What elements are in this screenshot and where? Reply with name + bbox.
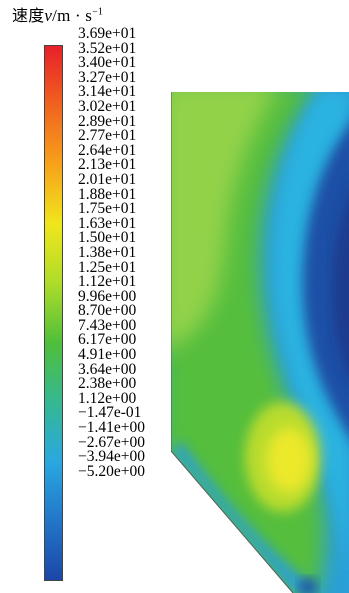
contour-light-green-region	[171, 92, 281, 352]
velocity-colorbar	[44, 45, 63, 581]
colorbar-tick-label: 1.75e+01	[78, 200, 137, 218]
contour-deep-blue-core	[332, 162, 349, 402]
colorbar-tick-label: 3.40e+01	[78, 54, 137, 72]
colorbar-tick-label: 3.02e+01	[78, 97, 137, 115]
colorbar-tick-label: −5.20e+00	[78, 462, 145, 480]
contour-outlet-blue-jet	[299, 578, 317, 593]
colorbar-tick-label: −2.67e+00	[78, 433, 145, 451]
colorbar-tick-label: 1.63e+01	[78, 214, 137, 232]
colorbar-tick-label: 2.77e+01	[78, 127, 137, 145]
colorbar-tick-label: 1.38e+01	[78, 243, 137, 261]
legend-title-unit: /m · s	[52, 6, 93, 25]
colorbar-tick-label: 4.91e+00	[78, 346, 137, 364]
legend-title-chinese: 速度	[12, 6, 45, 25]
colorbar-tick-label: 1.12e+01	[78, 273, 137, 291]
colorbar-tick-label: 2.13e+01	[78, 156, 137, 174]
colorbar-tick-label: 1.50e+01	[78, 229, 137, 247]
colorbar-tick-label: 7.43e+00	[78, 316, 137, 334]
colorbar-tick-label: 1.25e+01	[78, 258, 137, 276]
contour-yellow-hotspot	[267, 428, 311, 492]
colorbar-tick-label: 1.12e+00	[78, 389, 137, 407]
colorbar-tick-label: 3.64e+00	[78, 360, 137, 378]
colorbar-tick-label: 3.14e+01	[78, 83, 137, 101]
colorbar-tick-label: 8.70e+00	[78, 302, 137, 320]
velocity-contour-plot	[171, 92, 349, 593]
legend-title-symbol: v	[44, 6, 53, 25]
colorbar-tick-label: 2.38e+00	[78, 375, 137, 393]
colorbar-tick-label: −3.94e+00	[78, 448, 145, 466]
colorbar-tick-label: 6.17e+00	[78, 331, 137, 349]
colorbar-tick-labels: 3.69e+01 3.52e+01 3.40e+01 3.27e+01 3.14e+01…	[78, 25, 145, 480]
colorbar-tick-label: 3.69e+01	[78, 25, 137, 42]
colorbar-tick-label: 9.96e+00	[78, 287, 137, 305]
colorbar-tick-label: −1.41e+00	[78, 419, 145, 437]
contour-field	[171, 92, 349, 593]
colorbar-tick-label: 2.64e+01	[78, 141, 137, 159]
domain-wall-outline	[171, 92, 294, 593]
colorbar-tick-label: 3.52e+01	[78, 39, 137, 57]
colorbar-tick-label: 2.01e+01	[78, 170, 137, 188]
colorbar-tick-label: 1.88e+01	[78, 185, 137, 203]
legend-title: 速度v/m · s−1	[12, 2, 103, 26]
colorbar-tick-label: −1.47e-01	[78, 404, 142, 422]
legend-title-exponent: −1	[92, 6, 104, 18]
colorbar-tick-label: 3.27e+01	[78, 68, 137, 86]
contour-wall-blue-strip	[171, 442, 321, 593]
colorbar-tick-label: 2.89e+01	[78, 112, 137, 130]
